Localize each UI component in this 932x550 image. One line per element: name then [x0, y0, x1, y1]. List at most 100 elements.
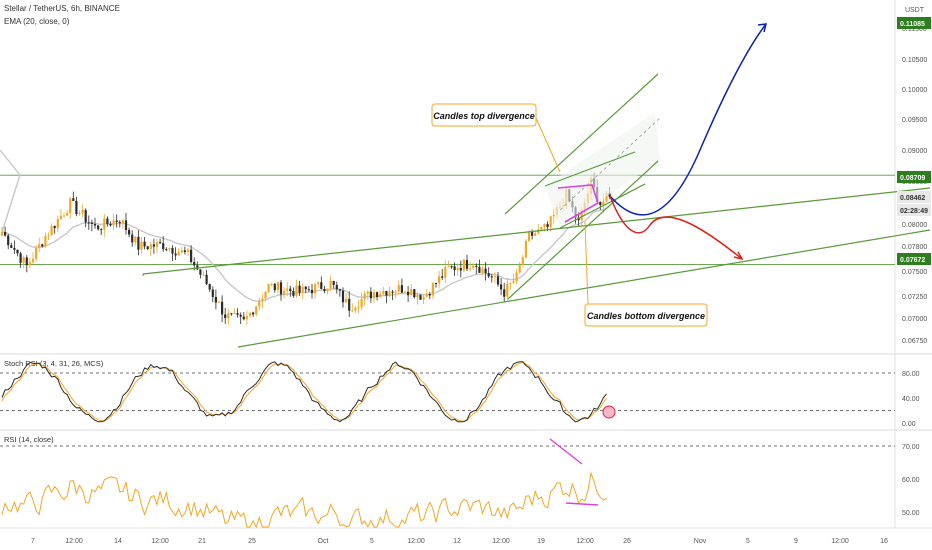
drawings	[142, 23, 931, 348]
candle	[35, 247, 38, 259]
candle	[301, 286, 304, 293]
candle	[360, 298, 363, 308]
annotation-top-connector	[535, 117, 561, 173]
candle	[143, 241, 146, 247]
candle	[366, 291, 369, 294]
candle	[267, 283, 270, 292]
candle	[326, 288, 329, 291]
candle	[227, 313, 230, 319]
candle	[509, 282, 512, 284]
stoch-k-line	[1, 361, 607, 423]
candle	[137, 236, 140, 250]
candle	[515, 272, 518, 282]
rising-trend-line	[142, 187, 931, 275]
candle	[348, 298, 351, 311]
candle	[115, 220, 118, 223]
channel-upper-line	[504, 73, 659, 215]
candle	[56, 219, 59, 229]
projection-red-arrow	[733, 251, 744, 261]
price-badge: 0.11085	[897, 17, 931, 29]
candle	[459, 267, 462, 271]
price-badge-label: 0.08709	[900, 175, 925, 182]
candle	[599, 202, 602, 206]
candle	[131, 234, 134, 243]
projection-red-path	[609, 195, 743, 260]
candle	[413, 289, 416, 298]
candle	[382, 290, 385, 294]
candle	[118, 222, 121, 224]
candle	[109, 223, 112, 226]
time-tick-label: 16	[880, 538, 888, 545]
price-badge-bg	[897, 17, 931, 29]
candle	[354, 308, 357, 311]
price-tick-label: 0.07500	[902, 269, 927, 276]
stoch-tick-label: 0.00	[902, 421, 916, 428]
candle	[472, 265, 475, 269]
candle	[403, 291, 407, 293]
candle	[100, 229, 103, 231]
price-tick-label: 0.07250	[902, 294, 927, 301]
price-badge-label: 0.11085	[900, 21, 925, 28]
candle	[425, 293, 428, 297]
candle	[19, 253, 22, 263]
price-badge-bg	[897, 204, 931, 216]
stoch-tick-label: 80.00	[902, 371, 920, 378]
candle	[376, 292, 379, 298]
candle	[273, 283, 276, 291]
candle	[385, 290, 388, 296]
candle	[66, 213, 69, 216]
annotation-top-divergence[interactable]: Candles top divergence	[431, 103, 537, 127]
candle	[53, 225, 56, 229]
annotation-bottom-divergence[interactable]: Candles bottom divergence	[584, 303, 708, 327]
rsi-legend: RSI (14, close)	[4, 435, 54, 444]
candle	[379, 293, 382, 298]
time-tick-label: 25	[248, 538, 256, 545]
time-tick-label: 12:00	[831, 538, 849, 545]
candle	[450, 266, 453, 268]
price-badge-bg	[897, 171, 931, 183]
candle	[447, 266, 450, 268]
candle	[59, 215, 62, 220]
time-tick-label: Oct	[318, 538, 329, 545]
price-badge-bg	[897, 253, 931, 265]
stoch-tick-label: 40.00	[902, 396, 920, 403]
candle	[500, 284, 503, 290]
price-badge-label: 0.08462	[900, 195, 925, 202]
candle	[279, 282, 283, 295]
time-tick-label: 12:00	[65, 538, 83, 545]
candle	[47, 235, 50, 237]
candle	[546, 224, 549, 228]
candle	[292, 291, 295, 296]
candle	[87, 222, 90, 224]
candle	[28, 262, 31, 266]
candle	[264, 291, 267, 299]
candle	[171, 247, 174, 254]
candle	[419, 294, 422, 300]
candle	[214, 296, 217, 303]
candle	[124, 220, 128, 230]
annotation-bottom-label: Candles bottom divergence	[587, 311, 705, 321]
candle	[31, 258, 35, 263]
candle	[199, 269, 202, 275]
time-tick-label: 19	[537, 538, 545, 545]
candle	[230, 313, 233, 315]
candle	[314, 284, 317, 294]
candle	[255, 306, 258, 315]
candle	[193, 261, 196, 266]
candle	[295, 285, 298, 296]
candle	[258, 301, 261, 307]
candle	[81, 210, 84, 214]
ema-legend: EMA (20, close, 0)	[4, 17, 70, 26]
candle	[242, 316, 245, 320]
stoch-d-line	[1, 361, 607, 422]
candle	[345, 298, 348, 303]
candle	[44, 236, 47, 247]
candle	[128, 229, 131, 235]
candle	[162, 243, 165, 250]
candle	[159, 242, 162, 244]
candle	[317, 282, 320, 285]
candle	[503, 289, 506, 297]
time-tick-label: 12:00	[151, 538, 169, 545]
inner-channel-upper	[544, 151, 636, 187]
